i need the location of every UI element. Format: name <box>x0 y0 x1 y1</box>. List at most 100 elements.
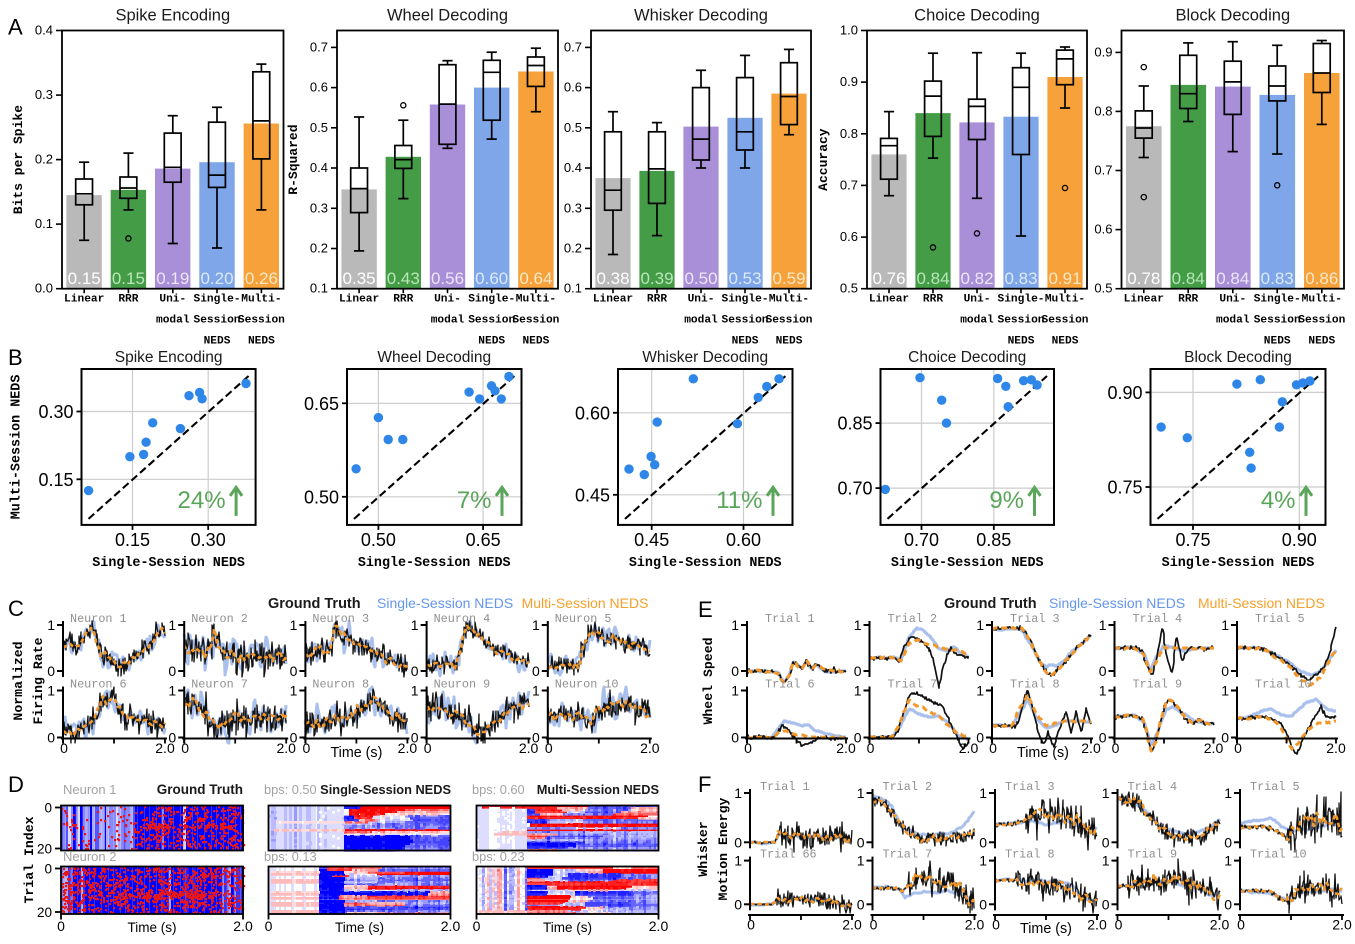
svg-text:Session: Session <box>766 315 813 327</box>
svg-text:bps: 0.50: bps: 0.50 <box>264 782 317 797</box>
svg-text:0.78: 0.78 <box>1127 269 1160 288</box>
svg-text:0.1: 0.1 <box>35 216 53 231</box>
svg-text:1: 1 <box>47 683 55 699</box>
svg-text:1: 1 <box>734 785 742 801</box>
svg-text:0.30: 0.30 <box>191 530 226 550</box>
svg-text:Trial 9: Trial 9 <box>1133 678 1183 692</box>
svg-text:0: 0 <box>411 663 419 679</box>
svg-text:20: 20 <box>37 905 52 920</box>
svg-text:NEDS: NEDS <box>1308 336 1335 348</box>
svg-text:Trial 5: Trial 5 <box>1250 780 1300 794</box>
svg-text:Single-Session NEDS: Single-Session NEDS <box>629 556 782 571</box>
svg-text:Trial 1: Trial 1 <box>760 780 810 794</box>
svg-text:Single-: Single- <box>1254 294 1301 306</box>
svg-text:1: 1 <box>1221 683 1229 699</box>
svg-text:1: 1 <box>168 617 176 633</box>
svg-text:1: 1 <box>290 617 298 633</box>
svg-text:0.82: 0.82 <box>960 269 993 288</box>
svg-text:2.0: 2.0 <box>836 740 856 756</box>
svg-text:Session: Session <box>1042 315 1089 327</box>
svg-text:Neuron 5: Neuron 5 <box>555 612 612 626</box>
svg-text:2.0: 2.0 <box>276 740 296 756</box>
svg-text:1: 1 <box>1224 853 1232 869</box>
svg-text:0: 0 <box>976 730 984 746</box>
svg-text:0: 0 <box>1234 740 1242 756</box>
svg-text:2.0: 2.0 <box>155 740 175 756</box>
svg-text:Single-Session NEDS: Single-Session NEDS <box>1162 556 1315 571</box>
svg-text:0: 0 <box>870 917 878 933</box>
svg-text:Trial 10: Trial 10 <box>1255 678 1312 692</box>
svg-text:7%: 7% <box>457 487 492 514</box>
svg-text:RRR: RRR <box>118 294 138 306</box>
svg-text:Session: Session <box>722 315 769 327</box>
svg-text:0: 0 <box>532 663 540 679</box>
svg-text:0: 0 <box>1221 730 1229 746</box>
svg-text:0.85: 0.85 <box>837 414 872 434</box>
svg-text:0.7: 0.7 <box>1094 163 1112 178</box>
svg-text:A: A <box>8 15 23 40</box>
svg-text:modal: modal <box>1216 315 1250 327</box>
svg-text:0: 0 <box>1099 730 1107 746</box>
svg-text:0.84: 0.84 <box>1172 269 1205 288</box>
svg-text:0: 0 <box>47 663 55 679</box>
svg-text:0.9: 0.9 <box>1094 44 1112 59</box>
svg-text:Wheel Speed: Wheel Speed <box>701 637 716 724</box>
svg-text:0: 0 <box>265 918 273 934</box>
svg-text:0.8: 0.8 <box>1094 103 1112 118</box>
svg-text:modal: modal <box>156 315 190 327</box>
svg-text:Single-Session NEDS: Single-Session NEDS <box>358 556 511 571</box>
svg-text:1: 1 <box>1099 683 1107 699</box>
svg-text:Trial 2: Trial 2 <box>888 612 938 626</box>
svg-text:Uni-: Uni- <box>688 294 715 306</box>
svg-text:0: 0 <box>1112 740 1120 756</box>
svg-text:0: 0 <box>976 663 984 679</box>
svg-text:1: 1 <box>1224 785 1232 801</box>
svg-text:Trial Index: Trial Index <box>22 816 37 903</box>
svg-text:1: 1 <box>854 617 862 633</box>
svg-text:0: 0 <box>857 834 865 850</box>
svg-text:2.0: 2.0 <box>1332 917 1352 933</box>
svg-text:2.0: 2.0 <box>233 918 253 934</box>
svg-text:0: 0 <box>1102 896 1110 912</box>
svg-text:C: C <box>8 596 24 621</box>
svg-text:0.38: 0.38 <box>596 269 629 288</box>
svg-text:Session: Session <box>1298 315 1345 327</box>
svg-text:0.2: 0.2 <box>35 152 53 167</box>
svg-text:Spike Encoding: Spike Encoding <box>115 7 230 25</box>
svg-text:NEDS: NEDS <box>522 336 549 348</box>
svg-text:Trial 3: Trial 3 <box>1010 612 1060 626</box>
svg-text:modal: modal <box>431 315 465 327</box>
svg-text:modal: modal <box>684 315 718 327</box>
svg-text:Wheel Decoding: Wheel Decoding <box>377 349 491 366</box>
svg-text:Time (s): Time (s) <box>1017 745 1069 761</box>
svg-text:0.86: 0.86 <box>1305 269 1338 288</box>
svg-text:0: 0 <box>168 663 176 679</box>
svg-text:0.6: 0.6 <box>840 229 858 244</box>
svg-text:0: 0 <box>1224 834 1232 850</box>
svg-text:NEDS: NEDS <box>1052 336 1079 348</box>
svg-text:0.65: 0.65 <box>466 530 501 550</box>
svg-text:Trial 8: Trial 8 <box>1005 848 1055 862</box>
svg-text:1: 1 <box>47 617 55 633</box>
svg-text:bps: 0.60: bps: 0.60 <box>472 782 525 797</box>
svg-text:Whisker Decoding: Whisker Decoding <box>642 349 768 366</box>
svg-text:0.90: 0.90 <box>1282 530 1317 550</box>
svg-text:Single-Session NEDS: Single-Session NEDS <box>891 556 1044 571</box>
svg-text:Session: Session <box>194 315 241 327</box>
svg-text:0.84: 0.84 <box>916 269 949 288</box>
svg-text:2.0: 2.0 <box>1326 740 1346 756</box>
svg-text:0.59: 0.59 <box>772 269 805 288</box>
svg-text:1: 1 <box>857 785 865 801</box>
svg-text:Neuron 1: Neuron 1 <box>63 782 116 797</box>
svg-text:0: 0 <box>731 730 739 746</box>
svg-text:NEDS: NEDS <box>204 336 231 348</box>
svg-text:0.5: 0.5 <box>310 120 328 135</box>
svg-text:Trial 7: Trial 7 <box>883 848 933 862</box>
svg-text:0.70: 0.70 <box>904 530 939 550</box>
svg-text:0: 0 <box>979 834 987 850</box>
svg-text:0.50: 0.50 <box>304 487 339 507</box>
svg-text:F: F <box>698 772 711 797</box>
svg-text:0.64: 0.64 <box>519 269 552 288</box>
svg-text:1: 1 <box>411 617 419 633</box>
svg-text:1: 1 <box>532 683 540 699</box>
